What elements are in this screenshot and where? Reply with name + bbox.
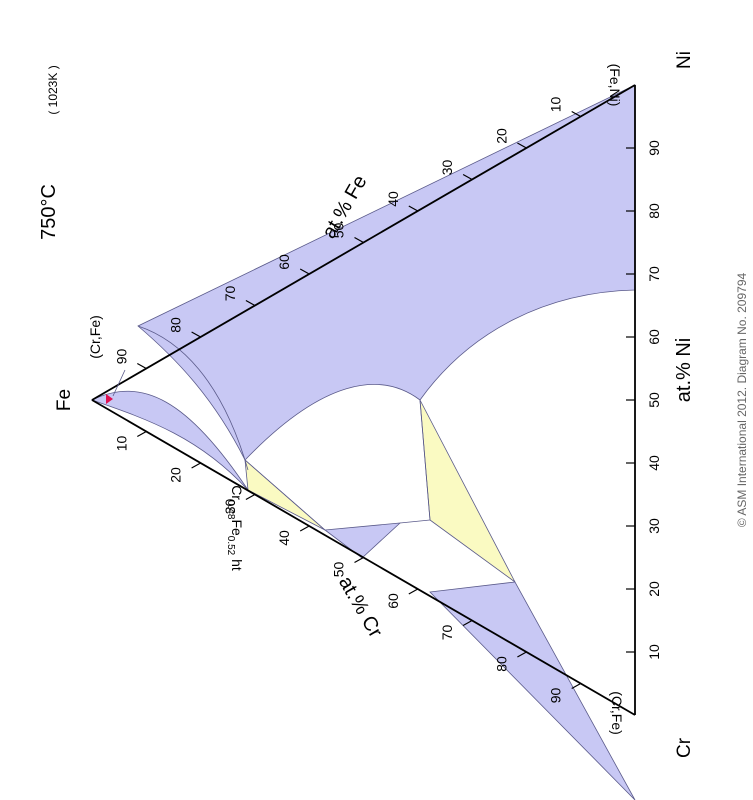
temperature-kelvin: ( 1023K ) [46,65,60,114]
label-cr-fe: (Cr,Fe) [609,691,625,735]
ni-axis-tick-label: 60 [646,329,662,345]
fe-axis-tick-label: 80 [168,317,184,333]
fe-axis-tick [571,110,581,118]
cr-axis-tick-label: 80 [493,656,509,672]
fe-axis-tick [137,362,147,370]
cr-axis-tick-label: 50 [331,562,347,578]
cr-axis-tick-label: 30 [222,499,238,515]
label-fe-ni: (Fe,Ni) [607,64,623,107]
three-phase-triangle-center [419,399,516,583]
fe-axis-tick [517,142,527,149]
fe-axis-tick-label: 20 [493,128,509,144]
cr-axis-tick [571,682,581,690]
ni-rich-fcc-region [137,84,636,461]
fe-corner-marker [106,394,113,404]
fe-axis-tick [245,299,256,307]
axis-title-ni: at.% Ni [673,338,695,402]
fe-axis-tick-label: 30 [439,160,455,176]
ni-axis-tick-label: 70 [646,266,662,282]
fe-axis-tick-label: 70 [222,286,238,302]
cr-axis-tick [299,525,310,532]
fe-axis-tick [191,331,201,338]
ni-axis-tick-label: 30 [646,518,662,534]
cr-axis-tick [517,651,527,658]
label-cr-fe-corner: (Cr,Fe) [87,315,103,359]
cr-axis-tick [408,588,419,595]
copyright-credit: © ASM International 2012. Diagram No. 20… [735,273,749,528]
cr-axis-tick [191,462,201,469]
ni-axis-tick-label: 40 [646,455,662,471]
label-sigma-phase: Cr0.48Fe0.52 ht [225,485,245,571]
fe-axis-tick-label: 40 [385,191,401,207]
ni-axis-tick-label: 10 [646,644,662,660]
cr-axis-tick-label: 40 [276,530,292,546]
fe-axis-tick [299,268,310,275]
diagram-title: 750°C [38,184,60,240]
fe-axis-tick-label: 90 [113,349,129,365]
cr-axis-tick-label: 20 [168,467,184,483]
fe-axis-tick [408,205,419,212]
cr-axis-tick-label: 90 [548,688,564,704]
cr-fe-sigma-region [323,522,402,559]
ni-axis-tick-label: 90 [646,140,662,156]
vertex-cr-label: Cr [674,737,695,758]
fe-axis-tick-label: 60 [276,254,292,270]
ni-axis-tick-label: 20 [646,581,662,597]
axis-ticks: 10 20 30 40 50 60 70 80 90 10 20 30 40 50 60 70 80 90 10 20… [113,97,662,704]
axis-title-cr: at.% Cr [334,573,387,642]
fe-axis-tick [462,173,473,181]
cr-axis-tick-label: 60 [385,593,401,609]
vertex-ni-label: Ni [674,51,695,69]
cr-axis-tick [462,619,473,627]
cr-axis-tick [354,556,364,564]
fe-axis-tick-label: 10 [548,97,564,113]
ni-axis-tick-label: 80 [646,203,662,219]
three-phase-regions [244,399,516,583]
cr-rich-bcc-region [429,581,636,800]
fe-axis-tick [354,236,364,244]
cr-axis-tick-label: 10 [113,436,129,452]
phase-boundaries [137,325,431,531]
fe-axis-tick-label: 50 [331,223,347,239]
cr-axis-tick [245,493,256,501]
cr-axis-tick [137,430,147,438]
ni-axis-tick-label: 50 [646,392,662,408]
cr-axis-tick-label: 70 [439,625,455,641]
vertex-fe-label: Fe [54,389,75,411]
